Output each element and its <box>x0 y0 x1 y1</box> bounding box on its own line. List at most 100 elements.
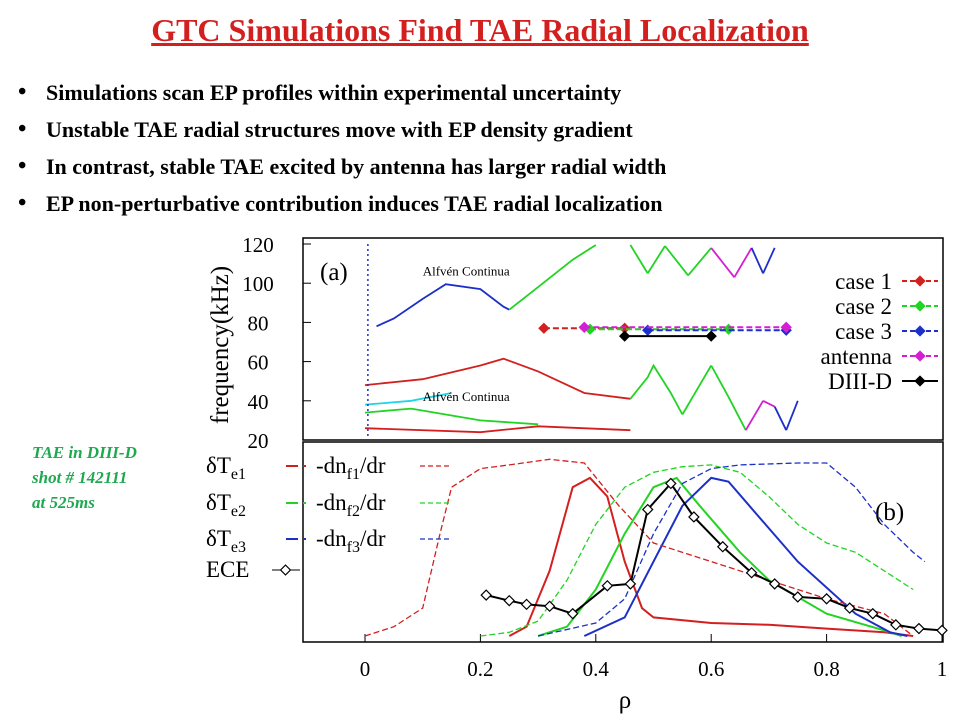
legend-label: -dnf2/dr <box>316 490 386 520</box>
ece-marker <box>768 578 781 590</box>
side-note-line: TAE in DIII-D <box>32 443 137 462</box>
legend-marker <box>914 350 926 362</box>
mode-marker <box>780 321 792 333</box>
x-tick-label: 0.8 <box>813 657 839 681</box>
ece-marker <box>866 607 879 620</box>
continuum-wave-segment <box>733 247 753 278</box>
bullet-item: • EP non-perturbative contribution induce… <box>12 185 666 222</box>
x-tick-label: 0 <box>360 657 371 681</box>
bullet-text: EP non-perturbative contribution induces… <box>46 191 663 216</box>
legend-sub: e2 <box>231 503 246 520</box>
legend-main: -dn <box>316 453 347 478</box>
bullet-item: • Unstable TAE radial structures move wit… <box>12 111 666 148</box>
legend-marker <box>914 375 926 387</box>
slide-title: GTC Simulations Find TAE Radial Localiza… <box>151 12 809 48</box>
legend-marker <box>914 325 926 337</box>
bullet-list: • Simulations scan EP profiles within exp… <box>12 74 666 222</box>
legend-main: -dn <box>316 526 347 551</box>
bullet-dot-icon: • <box>18 116 27 142</box>
bullet-dot-icon: • <box>18 190 27 216</box>
continuum-wave-segment <box>750 247 764 274</box>
continuum-line <box>364 392 452 406</box>
ece-marker <box>624 578 637 590</box>
side-note-line: shot # 142111 <box>32 468 128 487</box>
legend-tail: /dr <box>360 526 386 551</box>
legend-label: -dnf3/dr <box>316 526 386 556</box>
ece-marker <box>791 591 804 603</box>
profile-line-6 <box>537 462 926 637</box>
ece-marker <box>480 589 492 601</box>
bullet-item: • In contrast, stable TAE excited by ante… <box>12 148 666 185</box>
profile-line-2 <box>537 476 902 637</box>
continuum-wave-segment <box>710 247 736 278</box>
legend-sub: f1 <box>347 466 360 483</box>
panel-a-label: (a) <box>320 259 348 286</box>
legend-label: δTe1 <box>206 453 246 483</box>
ece-marker <box>503 594 516 607</box>
ece-marker <box>601 579 614 592</box>
legend-label: antenna <box>820 344 892 369</box>
continuum-line <box>508 244 597 311</box>
legend-label: δTe2 <box>206 490 246 520</box>
y-tick-label: 20 <box>248 429 269 453</box>
legend-sub: f2 <box>347 503 360 520</box>
profile-line-3 <box>583 476 908 637</box>
legend-main: δT <box>206 453 231 478</box>
ece-marker <box>716 540 729 553</box>
ece-marker <box>520 598 533 611</box>
y-tick-label: 40 <box>248 390 269 414</box>
y-tick-label: 120 <box>242 233 274 257</box>
legend-label: case 1 <box>835 269 892 294</box>
bullet-text: Unstable TAE radial structures move with… <box>46 117 633 142</box>
legend-main: δT <box>206 490 231 515</box>
continuum-wave-segment <box>646 245 666 274</box>
ece-marker <box>688 511 700 523</box>
continuum-wave-segment <box>710 365 730 398</box>
legend-label: case 3 <box>835 319 892 344</box>
ece-marker <box>913 622 925 635</box>
continuum-line <box>364 357 631 400</box>
side-note: TAE in DIII-D shot # 142111 at 525ms <box>32 440 137 515</box>
y-tick-label: 100 <box>242 272 274 296</box>
continuum-wave-segment <box>773 406 788 431</box>
x-tick-label: 0.2 <box>467 657 493 681</box>
y-tick-label: 60 <box>248 351 269 375</box>
legend-main: -dn <box>316 490 347 515</box>
ece-marker <box>745 566 758 579</box>
continuum-line <box>629 363 684 415</box>
ece-marker <box>543 600 556 613</box>
continuum-line <box>364 407 539 426</box>
bullet-text: In contrast, stable TAE excited by anten… <box>46 154 667 179</box>
legend-main: δT <box>206 526 231 551</box>
legend-main: ECE <box>206 557 249 582</box>
continuum-wave-segment <box>664 245 689 276</box>
mode-marker <box>578 321 590 333</box>
side-note-line: at 525ms <box>32 493 95 512</box>
panel-a-frame <box>302 237 944 441</box>
continuum-wave-segment <box>687 247 712 276</box>
legend-label: δTe3 <box>206 526 246 556</box>
ece-marker <box>665 477 677 490</box>
annotation-alfven-continua: Alfvén Continua <box>423 263 510 278</box>
legend-label: ECE <box>206 557 249 582</box>
x-tick-label: 0.6 <box>698 657 724 681</box>
legend-marker <box>279 564 292 576</box>
legend-tail: /dr <box>360 453 386 478</box>
profile-line-4 <box>364 458 914 637</box>
mode-marker <box>618 330 631 342</box>
ece-marker <box>936 624 948 637</box>
continuum-wave-segment <box>785 400 799 431</box>
ece-marker <box>566 607 579 620</box>
bullet-item: • Simulations scan EP profiles within exp… <box>12 74 666 111</box>
x-axis-label: ρ <box>619 687 631 714</box>
legend-sub: e1 <box>231 466 246 483</box>
profile-line-7 <box>485 481 943 632</box>
continuum-wave-segment <box>745 400 764 431</box>
ece-marker <box>820 593 833 605</box>
annotation-alfven-continua: Alfvén Continua <box>423 389 510 404</box>
continuum-wave-segment <box>681 394 695 415</box>
y-tick-label: 80 <box>248 311 269 335</box>
legend-marker <box>914 300 926 312</box>
mode-marker <box>642 324 654 336</box>
x-tick-label: 1 <box>937 657 948 681</box>
